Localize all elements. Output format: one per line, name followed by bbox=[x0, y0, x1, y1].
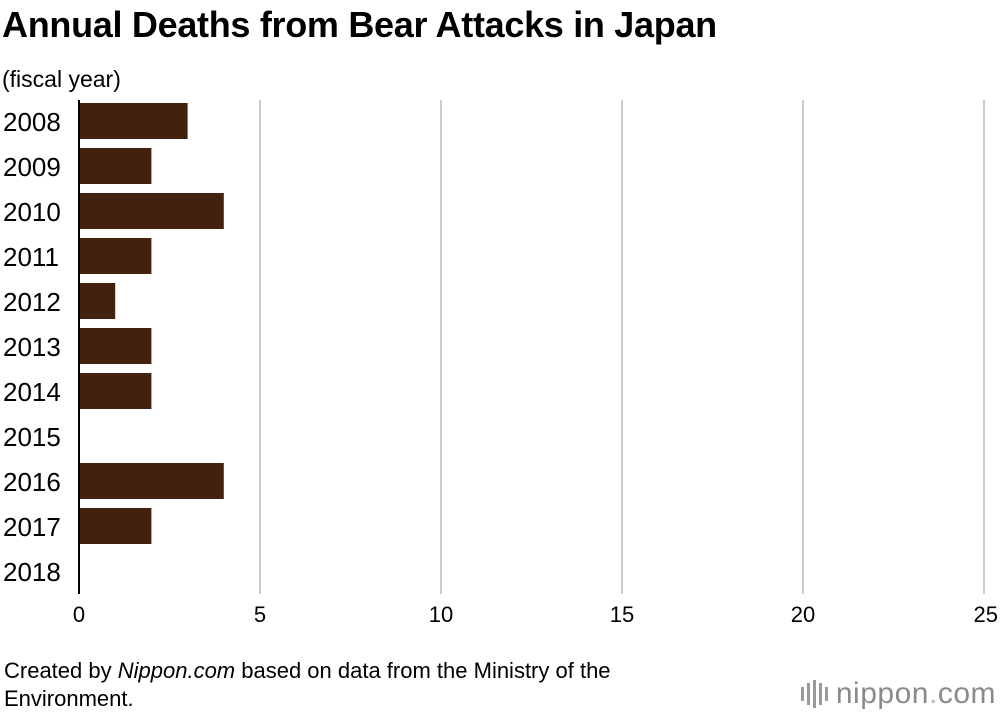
category-label: 2011 bbox=[3, 242, 59, 272]
bar-2013 bbox=[79, 328, 152, 364]
logo-bars-icon bbox=[800, 680, 828, 708]
chart-title: Annual Deaths from Bear Attacks in Japan bbox=[2, 4, 717, 45]
category-label: 2016 bbox=[3, 467, 61, 497]
footer-prefix: Created by bbox=[4, 658, 118, 683]
bar-chart: 2008200920102011201220132014201520162017… bbox=[3, 100, 998, 627]
bar-2011 bbox=[79, 238, 152, 274]
category-label: 2018 bbox=[3, 557, 61, 587]
x-tick-labels: 0 5 10 15 20 25 bbox=[73, 602, 998, 627]
category-label: 2013 bbox=[3, 332, 61, 362]
gridlines bbox=[259, 100, 985, 594]
category-labels: 2008 2009 2010 2011 2012 2013 2014 2015 2016 2017… bbox=[3, 107, 61, 587]
category-label: 2010 bbox=[3, 197, 61, 227]
category-label: 2009 bbox=[3, 152, 61, 182]
logo-wordmark: nippon.com bbox=[836, 677, 996, 711]
x-tick-label: 20 bbox=[791, 602, 815, 627]
x-tick-label: 5 bbox=[254, 602, 266, 627]
bar-2010 bbox=[79, 193, 224, 229]
logo-name: nippon bbox=[835, 677, 929, 710]
bar-2012 bbox=[79, 283, 116, 319]
bar-2014 bbox=[79, 373, 152, 409]
nippon-logo: nippon.com bbox=[800, 676, 996, 712]
bar-2017 bbox=[79, 508, 152, 544]
logo-tld: com bbox=[937, 677, 996, 710]
bars bbox=[79, 103, 224, 544]
bar-2009 bbox=[79, 148, 152, 184]
category-label: 2017 bbox=[3, 512, 61, 542]
x-tick-label: 25 bbox=[974, 602, 998, 627]
bar-2008 bbox=[79, 103, 188, 139]
category-label: 2015 bbox=[3, 422, 61, 452]
y-axis-label: (fiscal year) bbox=[2, 66, 121, 92]
logo-dot: . bbox=[928, 677, 938, 710]
x-tick-label: 10 bbox=[429, 602, 453, 627]
category-label: 2014 bbox=[3, 377, 61, 407]
category-label: 2012 bbox=[3, 287, 61, 317]
x-tick-label: 15 bbox=[610, 602, 634, 627]
x-tick-label: 0 bbox=[73, 602, 85, 627]
footer-suffix: based on data from the Ministry of the E… bbox=[4, 658, 611, 711]
footer-credit: Created by Nippon.com based on data from… bbox=[4, 657, 724, 713]
footer-source: Nippon.com bbox=[117, 658, 236, 683]
category-label: 2008 bbox=[3, 107, 61, 137]
bar-2016 bbox=[79, 463, 224, 499]
